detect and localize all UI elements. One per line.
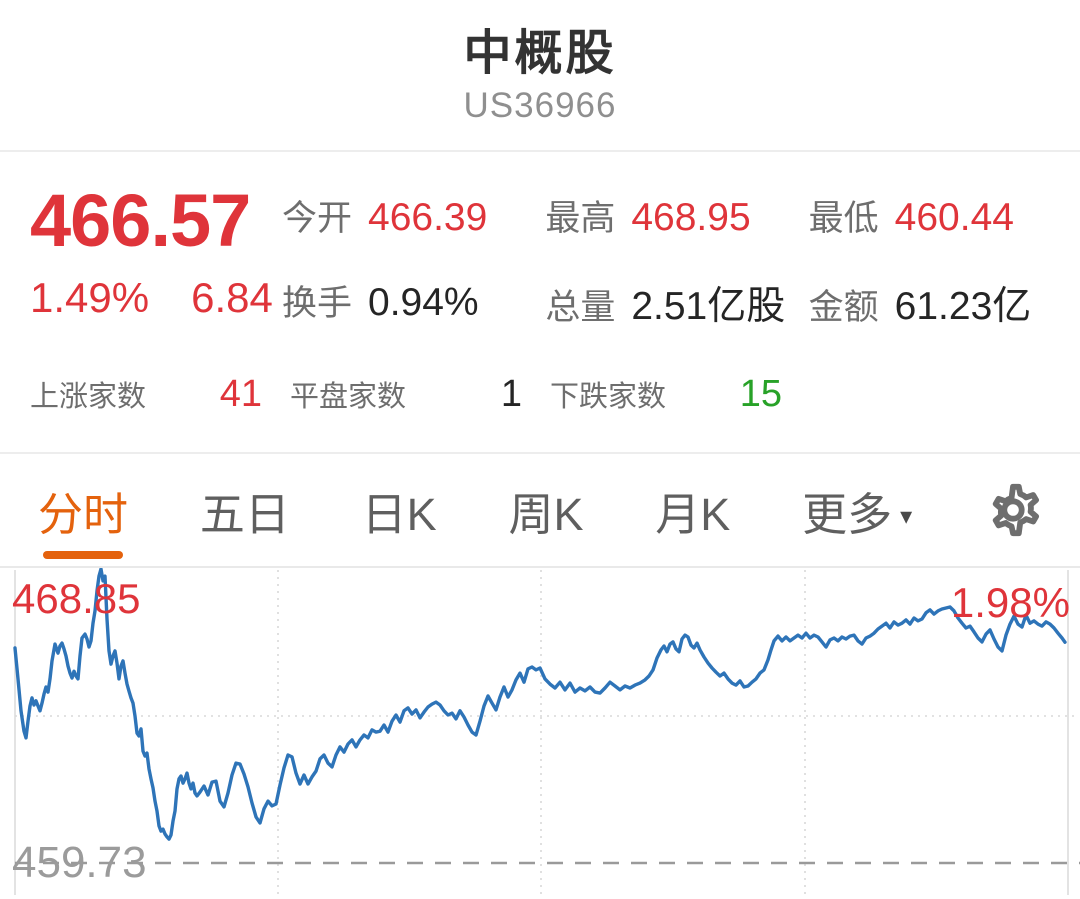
stat-label: 最低 (808, 199, 879, 238)
chart-prev-close-label: 459.73 (12, 838, 147, 887)
stat-grid: 今开 466.39 最高 468.95 最低 460.44 换手 0.94% 总… (282, 190, 1066, 331)
stat-label: 换手 (282, 284, 353, 323)
section-divider (0, 452, 1080, 454)
market-breadth-row: 上涨家数 41 平盘家数 1 下跌家数 15 (0, 373, 1080, 416)
stat-label: 金额 (808, 288, 879, 327)
stat-label: 总量 (545, 288, 616, 327)
stat-value: 468.95 (631, 196, 751, 239)
chart-max-percent-label: 1.98% (950, 579, 1070, 626)
stat-value: 466.39 (368, 196, 488, 239)
stat-high: 最高 468.95 (545, 190, 802, 241)
breadth-decliners: 下跌家数 15 (550, 373, 782, 416)
caret-down-icon: ▾ (900, 502, 913, 530)
price-line-chart[interactable] (0, 568, 1080, 899)
change-percent: 1.49% (30, 274, 150, 321)
stat-low: 最低 460.44 (809, 190, 1066, 241)
quote-header: 中概股 US36966 (0, 0, 1080, 152)
intraday-chart[interactable]: 468.85 1.98% 459.73 (0, 566, 1080, 899)
stat-label: 今开 (282, 199, 353, 238)
breadth-value: 1 (500, 373, 522, 415)
chart-tabbar: 分时 五日 日K 周K 月K 更多 ▾ (0, 454, 1080, 566)
active-tab-underline (43, 550, 123, 559)
stat-turnover-rate: 换手 0.94% (282, 275, 539, 331)
tab-minute[interactable]: 分时 (38, 478, 128, 559)
stat-value: 460.44 (894, 196, 1014, 239)
breadth-value: 41 (219, 373, 262, 415)
tab-weekly-k[interactable]: 周K (508, 488, 584, 540)
stat-value: 2.51亿股 (631, 285, 786, 328)
breadth-label: 平盘家数 (290, 381, 407, 413)
breadth-value: 15 (739, 373, 782, 415)
quote-stats: 466.57 1.49% 6.84 今开 466.39 最高 468.95 最低… (0, 152, 1080, 331)
tab-five-day[interactable]: 五日 (199, 488, 290, 540)
stat-amount: 金额 61.23亿 (809, 275, 1066, 331)
price-block: 466.57 1.49% 6.84 (30, 179, 282, 322)
stat-value: 0.94% (368, 281, 479, 324)
gear-icon (992, 483, 1039, 537)
stat-value: 61.23亿 (894, 285, 1032, 328)
chart-high-label: 468.85 (12, 575, 141, 622)
tab-monthly-k[interactable]: 月K (655, 488, 731, 540)
tab-more[interactable]: 更多 ▾ (802, 488, 913, 540)
stat-label: 最高 (545, 199, 616, 238)
page-title: 中概股 (463, 27, 617, 80)
breadth-unchanged: 平盘家数 1 (290, 373, 522, 416)
last-price: 466.57 (30, 179, 251, 262)
breadth-label: 下跌家数 (550, 381, 667, 413)
stat-volume: 总量 2.51亿股 (545, 275, 802, 331)
tab-daily-k[interactable]: 日K (361, 488, 437, 540)
breadth-advancers: 上涨家数 41 (30, 373, 262, 416)
breadth-label: 上涨家数 (30, 381, 147, 413)
settings-button[interactable] (984, 481, 1042, 539)
symbol-code: US36966 (463, 86, 617, 125)
stat-open: 今开 466.39 (282, 190, 539, 241)
change-absolute: 6.84 (191, 274, 273, 321)
change-row: 1.49% 6.84 (30, 274, 282, 322)
